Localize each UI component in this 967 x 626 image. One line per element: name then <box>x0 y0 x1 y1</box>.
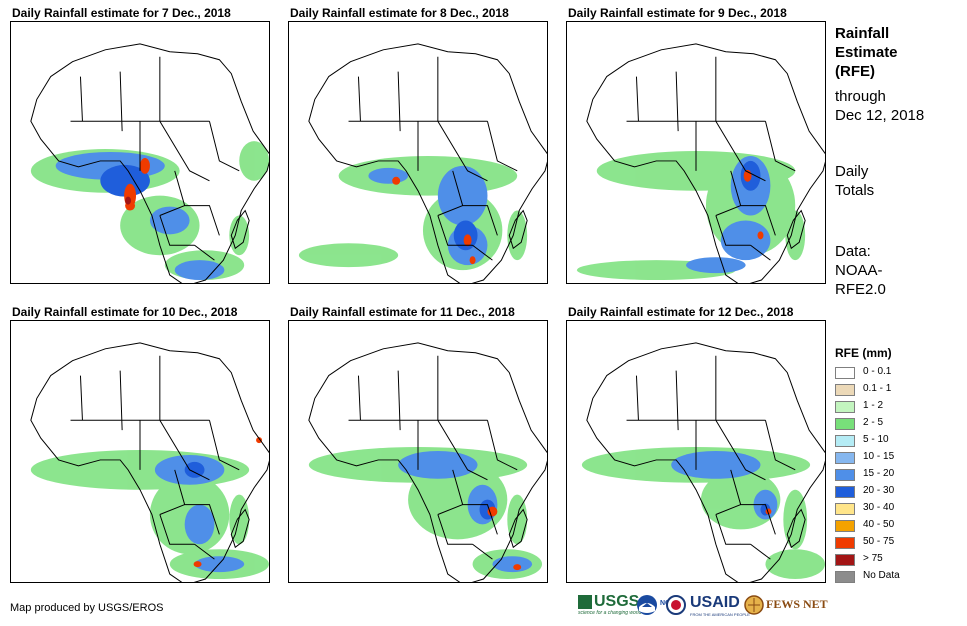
legend-swatch <box>835 503 855 515</box>
rainfall-map-6 <box>566 320 826 583</box>
sidebar-data-line3: RFE2.0 <box>835 281 886 298</box>
legend-label: 10 - 15 <box>863 451 895 462</box>
legend-swatch <box>835 537 855 549</box>
panel-title-4: Daily Rainfall estimate for 10 Dec., 201… <box>12 305 238 319</box>
usaid-seal-icon <box>666 595 686 615</box>
sidebar-daily: Daily Totals <box>835 162 874 200</box>
legend-swatch <box>835 469 855 481</box>
legend-swatch <box>835 571 855 583</box>
usgs-wave-icon <box>578 595 592 609</box>
legend-swatch <box>835 554 855 566</box>
panel-title-6: Daily Rainfall estimate for 12 Dec., 201… <box>568 305 794 319</box>
legend-swatch <box>835 401 855 413</box>
legend-swatch <box>835 367 855 379</box>
rainfall-map-4 <box>10 320 270 583</box>
sidebar-title-line1: Rainfall <box>835 25 890 42</box>
usaid-logo-text: USAID <box>690 594 740 611</box>
legend-label: 0.1 - 1 <box>863 383 892 394</box>
sidebar-title-line3: (RFE) <box>835 63 875 80</box>
sidebar-through: through Dec 12, 2018 <box>835 87 924 125</box>
noaa-emblem-icon <box>637 595 657 615</box>
usaid-tagline: FROM THE AMERICAN PEOPLE <box>690 612 750 617</box>
legend-swatch <box>835 384 855 396</box>
legend-title: RFE (mm) <box>835 346 892 360</box>
sidebar-data-source: Data: NOAA- RFE2.0 <box>835 242 886 299</box>
legend-label: 2 - 5 <box>863 417 884 428</box>
sidebar-daily-line2: Totals <box>835 182 875 199</box>
legend-label: 1 - 2 <box>863 400 884 411</box>
legend-swatch <box>835 486 855 498</box>
legend-label: 5 - 10 <box>863 434 889 445</box>
panel-title-1: Daily Rainfall estimate for 7 Dec., 2018 <box>12 6 231 20</box>
legend-label: 15 - 20 <box>863 468 895 479</box>
fewsnet-globe-icon <box>744 595 764 615</box>
fewsnet-logo-text: FEWS NET <box>766 597 828 611</box>
sidebar-title-line2: Estimate <box>835 44 898 61</box>
rainfall-map-3 <box>566 21 826 284</box>
map-credit: Map produced by USGS/EROS <box>10 602 164 614</box>
legend-label: 0 - 0.1 <box>863 366 892 377</box>
usgs-logo: USGS science for a changing world <box>578 594 658 616</box>
legend-label: 40 - 50 <box>863 519 895 530</box>
sidebar-data-line1: Data: <box>835 243 871 260</box>
sidebar-title: Rainfall Estimate (RFE) <box>835 24 898 81</box>
rainfall-map-2 <box>288 21 548 284</box>
sidebar-data-line2: NOAA- <box>835 262 883 279</box>
legend-swatch <box>835 418 855 430</box>
sidebar-daily-line1: Daily <box>835 163 869 180</box>
panel-title-3: Daily Rainfall estimate for 9 Dec., 2018 <box>568 6 787 20</box>
usgs-tagline: science for a changing world <box>578 610 642 616</box>
legend-label: No Data <box>863 570 900 581</box>
panel-title-5: Daily Rainfall estimate for 11 Dec., 201… <box>290 305 515 319</box>
panel-title-2: Daily Rainfall estimate for 8 Dec., 2018 <box>290 6 509 20</box>
sidebar-through-label: through <box>835 88 886 105</box>
legend-label: 30 - 40 <box>863 502 895 513</box>
legend-swatch <box>835 520 855 532</box>
legend-label: 50 - 75 <box>863 536 895 547</box>
usgs-logo-text: USGS <box>594 593 640 610</box>
rainfall-map-1 <box>10 21 270 284</box>
legend-swatch <box>835 435 855 447</box>
legend-label: 20 - 30 <box>863 485 895 496</box>
rainfall-map-5 <box>288 320 548 583</box>
sidebar-date: Dec 12, 2018 <box>835 107 925 124</box>
legend-label: > 75 <box>863 553 883 564</box>
legend-swatch <box>835 452 855 464</box>
